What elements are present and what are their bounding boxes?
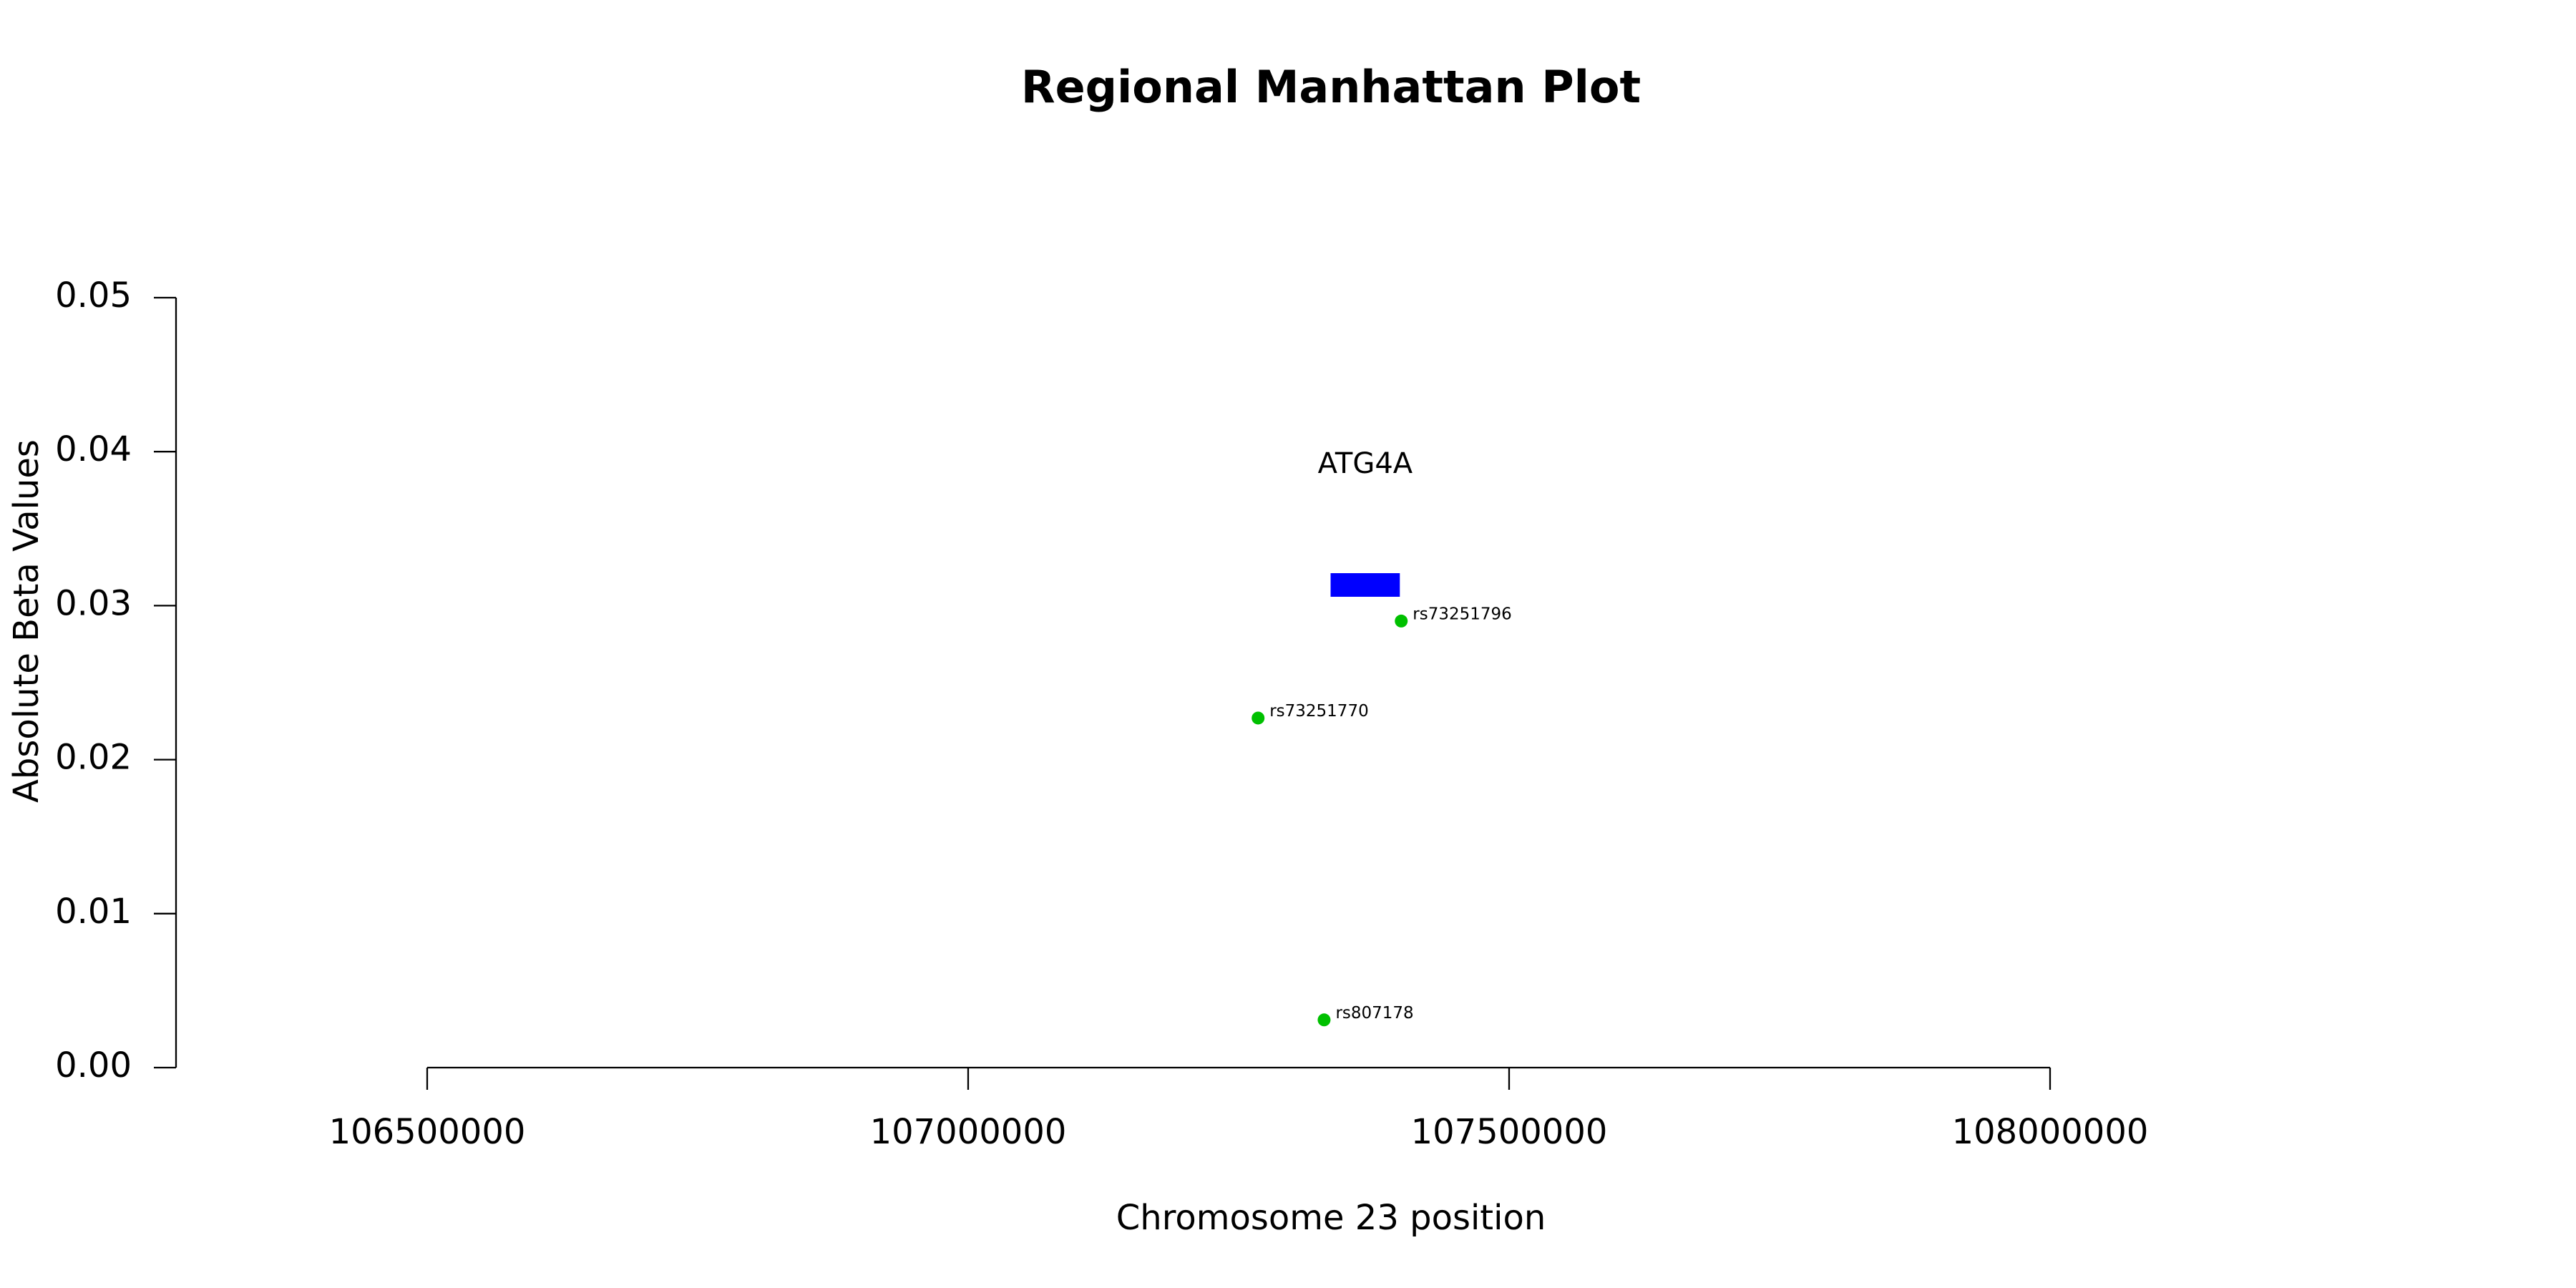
y-tick-label: 0.00 [55,1045,132,1085]
x-tick-label: 106500000 [329,1112,526,1152]
chart-title: Regional Manhattan Plot [1021,61,1641,113]
y-tick-label: 0.01 [55,892,132,932]
x-tick-label: 108000000 [1952,1112,2149,1152]
x-tick-label: 107500000 [1411,1112,1608,1152]
x-axis-label: Chromosome 23 position [1116,1198,1546,1238]
gene-label: ATG4A [1318,447,1413,480]
x-tick-label: 107000000 [870,1112,1067,1152]
point [1317,1013,1331,1027]
y-tick-label: 0.04 [55,429,132,469]
y-axis-label: Absolute Beta Values [6,439,47,803]
point-label: rs73251796 [1413,605,1512,623]
point-label: rs807178 [1335,1004,1413,1023]
point-label: rs73251770 [1269,702,1369,721]
y-tick-label: 0.02 [55,738,132,778]
gene [1330,573,1400,597]
y-tick-label: 0.03 [55,583,132,623]
y-tick-label: 0.05 [55,275,132,316]
point [1252,711,1265,725]
point [1395,614,1408,628]
